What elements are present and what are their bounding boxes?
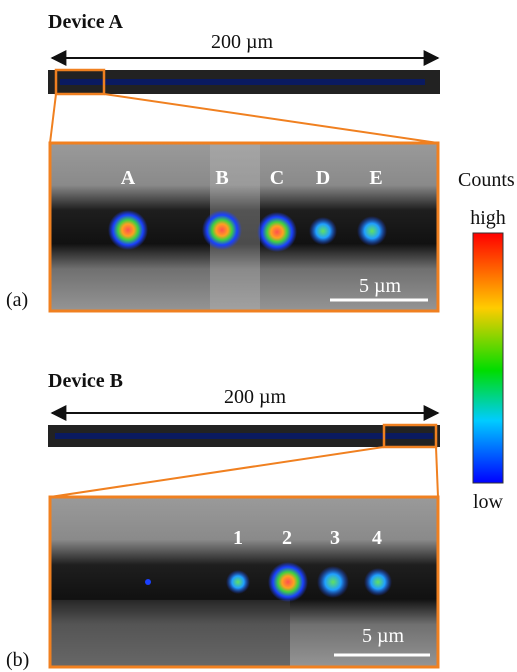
scale-label: 5 µm [359, 275, 402, 297]
panel-label: (b) [6, 649, 29, 671]
spot-label: 2 [282, 527, 292, 549]
figure: Device A 200 µm A B C D E 5 µm (a) Count… [0, 0, 517, 672]
emission-line [55, 433, 433, 439]
zoom-line [50, 94, 56, 143]
spot-label: E [369, 167, 382, 189]
device-a-title: Device A [48, 11, 124, 33]
spot-label: 3 [330, 527, 340, 549]
zoom-line [50, 447, 384, 497]
colorbar-title: Counts [458, 169, 515, 191]
colorbar-high: high [470, 207, 506, 229]
emission-line [60, 79, 425, 85]
panel-label: (a) [6, 289, 28, 311]
spot-label: 4 [372, 527, 382, 549]
zoom-line [104, 94, 438, 143]
colorbar-low: low [473, 491, 504, 513]
device-b-title: Device B [48, 370, 123, 392]
spot-label: B [215, 167, 228, 189]
length-label: 200 µm [211, 31, 274, 53]
zoom-line [436, 447, 438, 497]
length-label: 200 µm [224, 386, 287, 408]
colorbar [473, 233, 503, 483]
spot-label: 1 [233, 527, 243, 549]
spot-label: D [316, 167, 330, 189]
spot-label: C [270, 167, 284, 189]
scale-label: 5 µm [362, 625, 405, 647]
spot-label: A [121, 167, 136, 189]
